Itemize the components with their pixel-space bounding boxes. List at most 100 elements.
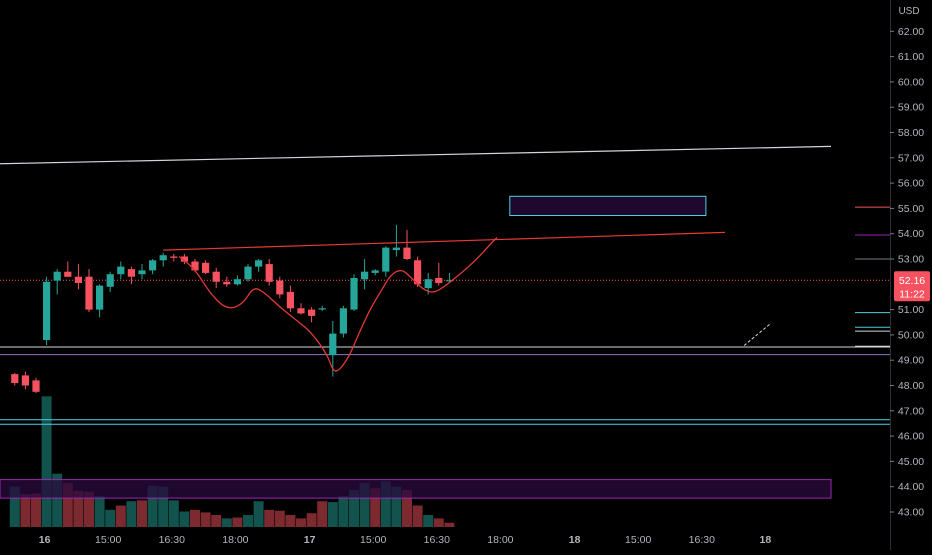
horizontal-levels — [0, 346, 890, 425]
volume-bar — [285, 515, 296, 527]
volume-bar — [264, 509, 275, 527]
volume-bar — [73, 490, 84, 527]
time-tick-label: 18:00 — [487, 534, 513, 546]
volume-bar — [327, 502, 338, 527]
candle-body — [424, 279, 432, 289]
candle-body — [445, 280, 453, 282]
volume-bar — [317, 501, 328, 527]
price-tick-label: 46.00 — [898, 431, 924, 443]
candle-body — [435, 278, 443, 284]
volume-bar — [20, 494, 31, 527]
time-tick-label: 18 — [569, 534, 581, 546]
candle-body — [64, 271, 72, 277]
dashed-ray — [743, 323, 771, 346]
volume-bar — [211, 515, 222, 527]
volume-bar — [126, 501, 137, 527]
candle-body — [117, 266, 125, 275]
volume-bar — [391, 486, 402, 527]
volume-bar — [158, 486, 169, 527]
volume-bar — [221, 518, 232, 527]
zone-rectangle — [0, 479, 832, 499]
candle-body — [191, 261, 199, 271]
time-tick-label: 16:30 — [424, 534, 450, 546]
candle-body — [233, 279, 241, 285]
volume-bar — [179, 511, 190, 527]
trend-lines — [0, 145, 832, 251]
volume-bar — [190, 509, 200, 527]
volume-bar — [444, 522, 455, 527]
last-price-label: 52.16 — [899, 275, 925, 287]
candle-body — [202, 262, 210, 273]
candle-body — [74, 276, 82, 283]
time-tick-label: 15:00 — [95, 534, 121, 546]
volume-bar — [274, 510, 285, 527]
pattern-drawings — [178, 237, 771, 372]
volume-bar — [402, 490, 412, 527]
volume-layer — [9, 396, 455, 527]
candle-body — [318, 308, 326, 310]
candle-body — [329, 333, 337, 356]
candle-body — [53, 271, 61, 281]
currency-label: USD — [898, 6, 919, 17]
candle-body — [382, 247, 390, 272]
price-tick-label: 55.00 — [898, 203, 924, 215]
price-tick-label: 60.00 — [898, 76, 924, 88]
candle-body — [212, 271, 220, 282]
candles-layer — [11, 224, 453, 394]
time-tick-label: 18 — [760, 534, 772, 546]
volume-bar — [359, 483, 370, 527]
volume-bar — [84, 491, 94, 527]
price-axis[interactable]: USD 62.00 61.00 60.00 59.00 58.00 57.00 56.00 5… — [890, 0, 924, 550]
volume-bar — [253, 501, 264, 527]
candle-body — [11, 374, 19, 383]
price-tick-label: 44.00 — [898, 481, 924, 493]
drawing-rectangles — [0, 195, 832, 499]
trend-line — [0, 145, 832, 165]
volume-bar — [168, 500, 179, 527]
candle-body — [127, 269, 135, 277]
volume-bar — [338, 496, 349, 527]
candle-body — [244, 266, 252, 280]
time-tick-label: 17 — [304, 534, 316, 546]
time-tick-label: 16:30 — [689, 534, 715, 546]
volume-bar — [31, 493, 41, 527]
candle-body — [286, 291, 294, 309]
candle-body — [414, 260, 422, 285]
price-tick-label: 43.00 — [898, 507, 924, 519]
time-axis[interactable]: 16 15:00 16:30 18:00 17 15:00 16:30 18:00 18 15:0… — [39, 534, 772, 546]
candle-body — [223, 281, 231, 285]
volume-bar — [137, 500, 147, 527]
zone-rectangle — [509, 195, 707, 217]
volume-bar — [232, 517, 243, 527]
candle-body — [403, 247, 411, 259]
candle-body — [371, 270, 379, 273]
volume-bar — [62, 483, 73, 527]
volume-bar — [349, 490, 359, 527]
candle-body — [392, 247, 400, 251]
volume-bar — [423, 515, 434, 527]
price-tick-label: 51.00 — [898, 304, 924, 316]
price-tick-label: 58.00 — [898, 127, 924, 139]
volume-bar — [94, 496, 105, 527]
pattern-curve — [178, 237, 498, 372]
volume-bar — [412, 505, 423, 527]
countdown-label: 11:22 — [899, 288, 925, 300]
volume-bar — [147, 485, 158, 527]
candle-body — [170, 256, 178, 258]
volume-bar — [306, 513, 317, 527]
volume-bar — [9, 486, 20, 527]
volume-bar — [115, 505, 126, 527]
price-tick-label: 50.00 — [898, 329, 924, 341]
volume-bar — [200, 512, 211, 527]
candle-body — [85, 276, 93, 310]
volume-bar — [105, 509, 116, 527]
candle-body — [308, 309, 316, 316]
price-tick-label: 47.00 — [898, 405, 924, 417]
last-price-badge — [894, 271, 930, 302]
price-tick-label: 49.00 — [898, 355, 924, 367]
candle-body — [255, 260, 263, 267]
candle-body — [32, 380, 40, 392]
